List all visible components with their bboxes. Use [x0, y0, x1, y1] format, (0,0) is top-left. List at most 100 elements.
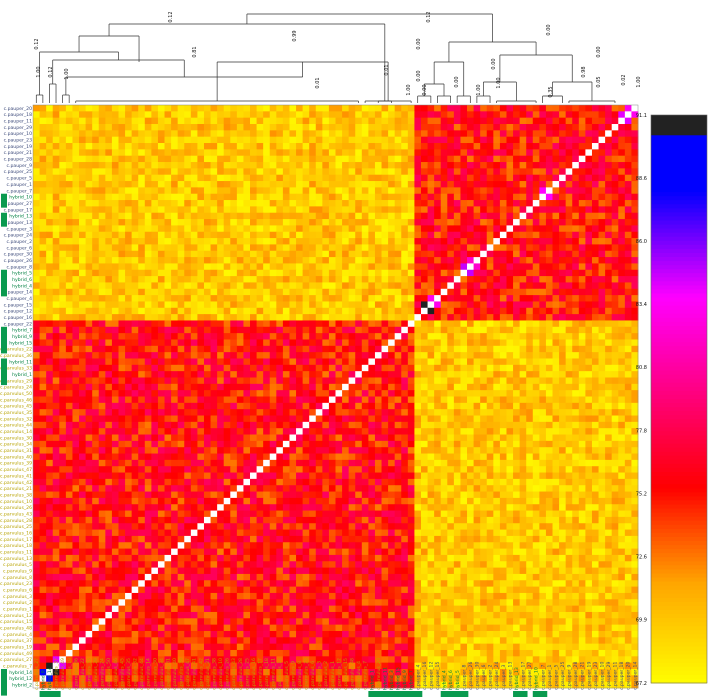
heatmap-cell [572, 396, 580, 404]
heatmap-cell [197, 434, 205, 442]
heatmap-cell [513, 358, 521, 366]
heatmap-cell [269, 364, 277, 372]
heatmap-cell [315, 314, 323, 321]
heatmap-cell [499, 434, 507, 442]
heatmap-cell [591, 200, 599, 207]
heatmap-cell [440, 263, 448, 271]
heatmap-cell [138, 136, 146, 144]
heatmap-cell [526, 428, 534, 435]
heatmap-cell [401, 307, 409, 315]
heatmap-cell [157, 358, 165, 366]
heatmap-cell [52, 320, 60, 328]
heatmap-cell [598, 345, 606, 353]
heatmap-cell [493, 333, 501, 340]
heatmap-cell [151, 377, 159, 385]
heatmap-cell [414, 111, 422, 119]
heatmap-cell [118, 143, 126, 150]
heatmap-cell [197, 105, 205, 112]
heatmap-cell [407, 244, 415, 252]
heatmap-cell [79, 206, 87, 214]
heatmap-cell [499, 193, 507, 201]
heatmap-cell [486, 282, 494, 290]
heatmap-cell [309, 409, 317, 416]
heatmap-cell [348, 155, 356, 163]
heatmap-cell [506, 364, 514, 372]
heatmap-cell [473, 187, 481, 195]
heatmap-cell [480, 124, 488, 131]
heatmap-cell [138, 383, 146, 391]
heatmap-cell [605, 231, 613, 239]
heatmap-cell [322, 149, 330, 157]
heatmap-cell [282, 402, 290, 410]
heatmap-cell [118, 155, 126, 163]
heatmap-cell [315, 257, 323, 264]
heatmap-cell [46, 111, 54, 119]
heatmap-cell [539, 174, 547, 182]
heatmap-cell [210, 130, 218, 138]
heatmap-cell [85, 124, 93, 131]
heatmap-cell [217, 320, 225, 328]
heatmap-cell [578, 288, 586, 296]
heatmap-cell [427, 314, 435, 321]
heatmap-cell [230, 345, 238, 353]
heatmap-cell [493, 105, 501, 112]
heatmap-cell [453, 339, 461, 347]
heatmap-cell [631, 421, 639, 429]
heatmap-cell [315, 333, 323, 340]
heatmap-cell [52, 345, 60, 353]
heatmap-cell [532, 326, 540, 334]
heatmap-cell [184, 111, 192, 119]
heatmap-cell [79, 244, 87, 252]
heatmap-cell [427, 320, 435, 328]
heatmap-cell [407, 174, 415, 182]
heatmap-cell [467, 383, 474, 391]
heatmap-cell [434, 238, 442, 245]
heatmap-cell [203, 288, 211, 296]
heatmap-cell [427, 238, 435, 245]
heatmap-cell [598, 124, 606, 131]
heatmap-cell [388, 371, 396, 378]
heatmap-cell [335, 345, 343, 353]
heatmap-cell [33, 396, 40, 404]
heatmap-cell [519, 155, 527, 163]
heatmap-cell [545, 390, 553, 397]
heatmap-cell [243, 288, 251, 296]
heatmap-cell [131, 307, 139, 315]
heatmap-cell [361, 434, 369, 442]
heatmap-cell [348, 358, 356, 366]
heatmap-cell [243, 390, 251, 397]
heatmap-cell [513, 364, 521, 372]
heatmap-cell [414, 295, 422, 302]
heatmap-cell [52, 364, 60, 372]
heatmap-cell [414, 345, 422, 353]
heatmap-cell [368, 301, 376, 309]
heatmap-cell [480, 288, 488, 296]
heatmap-cell [480, 396, 488, 404]
heatmap-cell [519, 200, 527, 207]
heatmap-cell [335, 396, 343, 404]
heatmap-cell [98, 130, 106, 138]
heatmap-cell [611, 225, 619, 233]
heatmap-cell [361, 415, 369, 423]
heatmap-cell [138, 111, 146, 119]
heatmap-cell [473, 333, 481, 340]
heatmap-cell [46, 181, 54, 188]
heatmap-cell [368, 421, 376, 429]
heatmap-cell [236, 168, 244, 176]
heatmap-cell [33, 434, 40, 442]
heatmap-cell [65, 288, 73, 296]
heatmap-cell [480, 352, 488, 359]
heatmap-cell [559, 352, 567, 359]
heatmap-cell [348, 282, 356, 290]
heatmap-cell [624, 288, 632, 296]
heatmap-cell [401, 396, 409, 404]
heatmap-cell [545, 364, 553, 372]
heatmap-cell [131, 333, 139, 340]
heatmap-cell [618, 231, 626, 239]
heatmap-cell [105, 136, 113, 144]
heatmap-cell [460, 174, 468, 182]
heatmap-cell [368, 124, 376, 131]
heatmap-cell [322, 307, 330, 315]
heatmap-cell [585, 124, 593, 131]
heatmap-cell [591, 314, 599, 321]
